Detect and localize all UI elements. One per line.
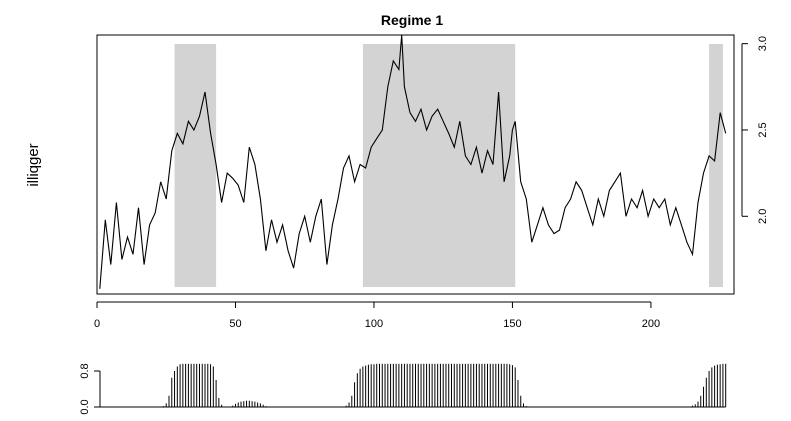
- regime-shade-2: [362, 44, 516, 287]
- probability-y-tick-label: 0.0: [79, 399, 91, 414]
- x-tick-label: 0: [94, 318, 100, 330]
- chart-title: Regime 1: [381, 12, 443, 28]
- illiqger-series-line: [99, 34, 727, 289]
- main-line-plot: Regime 1 illiqger 0 50 100 150 200 2.0 2.5 3.0: [25, 12, 769, 330]
- regime-shading-layer: [174, 44, 723, 287]
- regime-shade-3: [709, 44, 723, 287]
- y-axis-label: illiqger: [25, 143, 42, 186]
- x-tick-label: 150: [503, 318, 521, 330]
- x-axis: 0 50 100 150 200: [94, 301, 660, 330]
- probability-bars: [99, 363, 727, 408]
- x-tick-label: 200: [642, 318, 660, 330]
- y-tick-label: 2.5: [757, 122, 769, 137]
- regime-probability-plot: 0.0 0.8: [79, 363, 727, 415]
- probability-y-axis: 0.0 0.8: [79, 363, 101, 415]
- y-axis-right: 2.0 2.5 3.0: [741, 36, 769, 224]
- regime-shade-1: [174, 44, 217, 287]
- x-tick-label: 50: [229, 318, 241, 330]
- x-tick-label: 100: [365, 318, 383, 330]
- y-tick-label: 3.0: [757, 36, 769, 51]
- probability-y-tick-label: 0.8: [79, 363, 91, 378]
- y-tick-label: 2.0: [757, 209, 769, 224]
- plot-frame: [96, 34, 735, 295]
